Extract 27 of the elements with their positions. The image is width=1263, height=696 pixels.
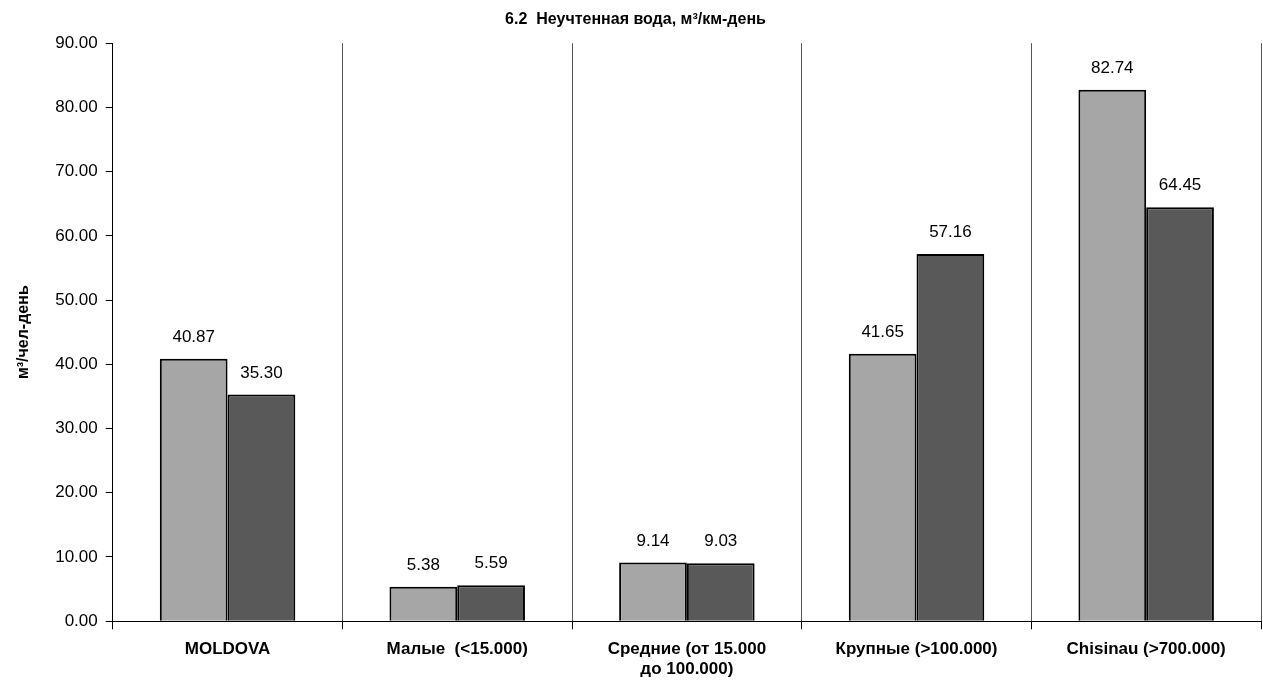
- y-tick-label: 90.00: [55, 32, 98, 52]
- data-label: 9.14: [636, 530, 670, 550]
- y-tick-label: 70.00: [55, 161, 98, 181]
- data-label: 64.45: [1158, 175, 1202, 195]
- x-tick-label: Крупные (>100.000): [835, 639, 998, 659]
- data-label: 82.74: [1091, 58, 1134, 78]
- y-tick-label: 50.00: [55, 289, 98, 309]
- y-tick-label: 0.00: [64, 610, 98, 630]
- x-tick-label: Средние (от 15.000 до 100.000): [607, 639, 767, 679]
- x-tick-label: Малые (<15.000): [386, 639, 528, 659]
- y-axis-title: м³/чел-день: [14, 285, 32, 380]
- y-tick-label: 30.00: [55, 418, 98, 438]
- data-label: 41.65: [861, 321, 904, 341]
- y-tick-label: 80.00: [55, 97, 98, 117]
- chart-title: 6.2 Неучтенная вода, м³/км-день: [505, 10, 767, 28]
- x-tick-label: Chisinau (>700.000): [1066, 639, 1226, 659]
- data-label: 57.16: [929, 222, 972, 242]
- y-tick-label: 10.00: [55, 546, 98, 566]
- data-label: 5.38: [406, 554, 440, 574]
- data-label: 35.30: [240, 362, 283, 382]
- data-label: 40.87: [172, 326, 215, 346]
- y-tick-label: 60.00: [55, 225, 98, 245]
- y-tick-label: 40.00: [55, 354, 98, 373]
- x-tick-label: MOLDOVA: [184, 639, 271, 659]
- data-label: 9.03: [704, 531, 738, 551]
- data-label: 5.59: [474, 553, 508, 573]
- y-tick-label: 20.00: [55, 482, 98, 502]
